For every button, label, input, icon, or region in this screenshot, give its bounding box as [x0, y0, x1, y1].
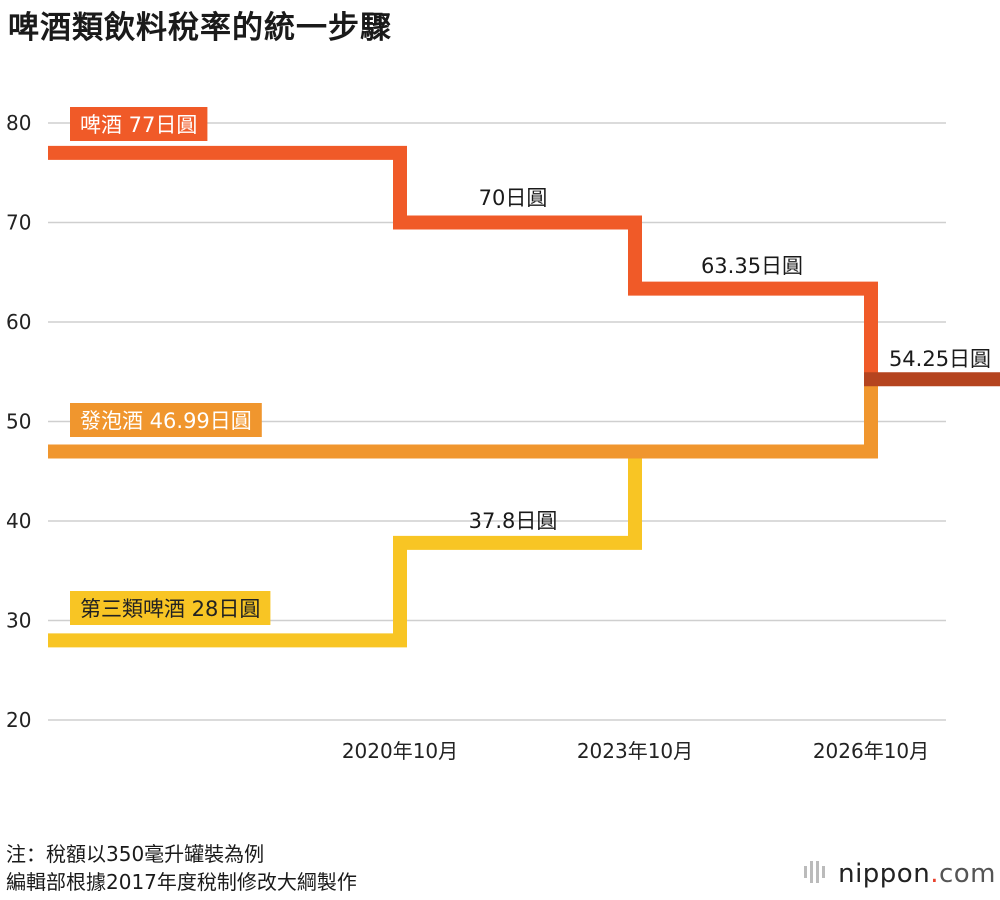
- nippon-logo[interactable]: nippon.com: [802, 858, 996, 889]
- brand-name: nippon: [838, 859, 931, 889]
- y-tick-label: 50: [6, 410, 31, 434]
- y-tick-label: 60: [6, 310, 31, 334]
- data-label-beer-2020: 70日圓: [479, 186, 548, 210]
- data-label-unified-2026: 54.25日圓: [889, 347, 991, 371]
- tax-rate-chart: 20 30 40 50 60 70 80 2020年10月 2023年10月 2026年10月 啤酒…: [6, 107, 1000, 763]
- x-tick-label: 2026年10月: [813, 739, 929, 763]
- y-tick-label: 20: [6, 708, 31, 732]
- happoshu-label-box: [70, 403, 262, 437]
- footnote-sample-size: 注：稅額以350毫升罐裝為例: [6, 842, 265, 866]
- data-label-beer-2023: 63.35日圓: [701, 254, 803, 278]
- brand-dot: .: [930, 859, 939, 889]
- happoshu-label: 發泡酒 46.99日圓: [80, 409, 252, 433]
- y-tick-label: 40: [6, 509, 31, 533]
- third-beer-label-box: [70, 591, 271, 625]
- series-line-happoshu: [48, 379, 878, 459]
- y-tick-label: 70: [6, 211, 31, 235]
- nippon-mark-icon: [804, 861, 826, 883]
- chart-title: 啤酒類飲料稅率的統一步驟: [8, 10, 392, 46]
- third-beer-label: 第三類啤酒 28日圓: [80, 597, 260, 621]
- beer-label: 啤酒 77日圓: [80, 113, 197, 137]
- y-tick-label: 80: [6, 111, 31, 135]
- series-line-beer: [48, 145, 878, 380]
- footnote-source: 編輯部根據2017年度稅制修改大綱製作: [6, 870, 357, 894]
- x-tick-label: 2023年10月: [577, 739, 693, 763]
- data-label-third-beer-2020: 37.8日圓: [469, 509, 558, 533]
- x-tick-label: 2020年10月: [342, 739, 458, 763]
- y-tick-label: 30: [6, 609, 31, 633]
- beer-label-box: [70, 107, 208, 141]
- series-line-third-beer: [48, 451, 642, 648]
- brand-suffix: com: [938, 859, 996, 889]
